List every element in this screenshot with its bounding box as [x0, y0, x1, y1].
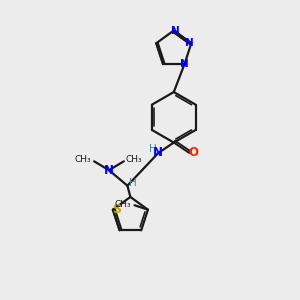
Text: N: N [104, 164, 114, 177]
Text: O: O [188, 146, 198, 160]
Text: S: S [112, 203, 121, 216]
Text: CH₃: CH₃ [115, 200, 132, 208]
Text: CH₃: CH₃ [125, 155, 142, 164]
Text: N: N [153, 146, 163, 160]
Text: H: H [149, 144, 157, 154]
Text: H: H [130, 178, 137, 188]
Text: N: N [185, 38, 194, 48]
Text: N: N [180, 59, 189, 69]
Text: N: N [171, 26, 180, 35]
Text: CH₃: CH₃ [74, 155, 91, 164]
